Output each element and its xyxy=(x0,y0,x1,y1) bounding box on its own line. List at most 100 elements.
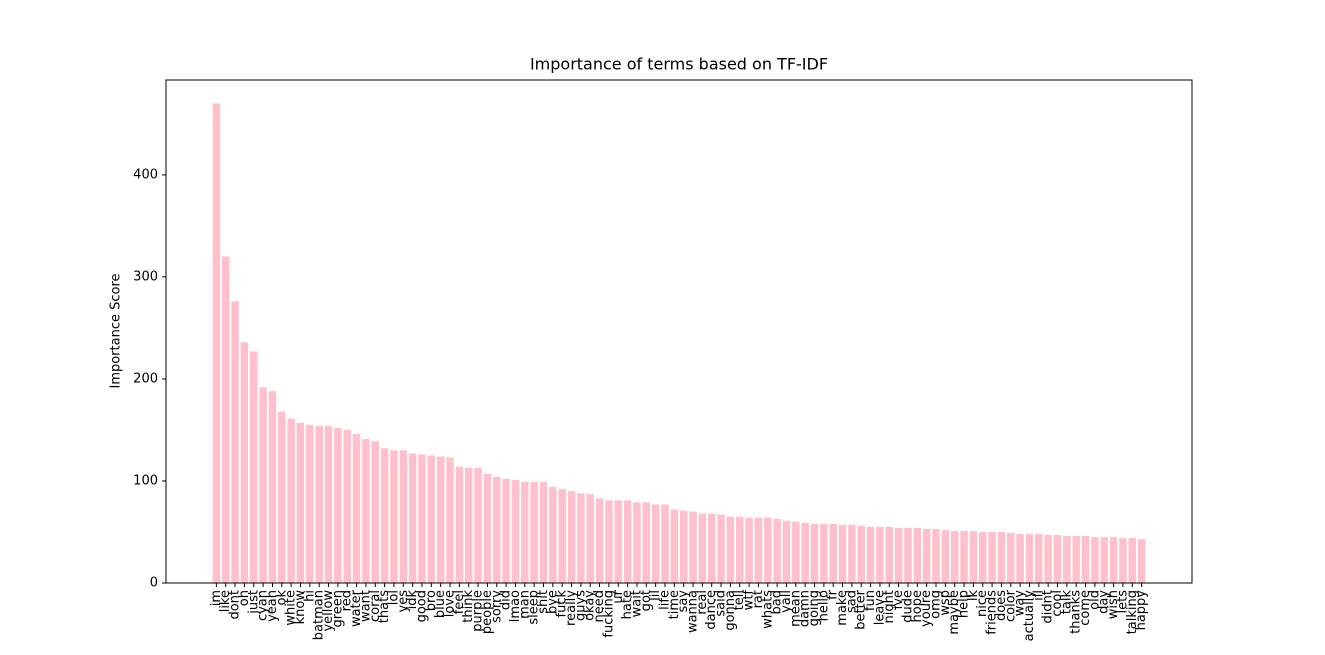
bar xyxy=(483,473,492,583)
bar xyxy=(941,529,950,583)
x-tick-label: people xyxy=(480,590,495,634)
bar xyxy=(605,500,613,583)
x-tick-label: just xyxy=(246,590,261,615)
x-tick-label: hate xyxy=(620,590,635,619)
chart-title: Importance of terms based on TF-IDF xyxy=(530,55,828,74)
x-tick-label: wanna xyxy=(686,590,701,633)
x-tick-label: ok xyxy=(274,590,289,606)
x-tick-label: wish xyxy=(1106,590,1121,619)
x-tick-label: bro xyxy=(424,590,439,611)
x-tick-label: guys xyxy=(573,590,588,621)
x-tick-label: better xyxy=(854,589,869,629)
bar xyxy=(689,511,697,583)
bar xyxy=(726,516,735,583)
x-tick-label: shit xyxy=(536,590,551,614)
x-tick-label: got xyxy=(639,590,654,611)
x-tick-label: cyan xyxy=(256,590,271,621)
x-tick-label: dude xyxy=(900,590,915,623)
bar xyxy=(829,523,837,583)
x-tick-label: oh xyxy=(237,590,252,606)
x-tick-label: youre xyxy=(919,590,934,627)
x-tick-label: cool xyxy=(1050,590,1065,617)
bar xyxy=(315,425,323,583)
x-tick-label: going xyxy=(807,590,822,626)
bar xyxy=(296,422,305,583)
bar xyxy=(586,494,594,583)
x-tick-label: im xyxy=(209,590,224,606)
x-tick-label: purple xyxy=(471,590,486,632)
x-tick-label: good xyxy=(414,590,429,622)
x-tick-label: wtf xyxy=(742,590,757,611)
bar xyxy=(1053,535,1062,583)
bar xyxy=(698,513,707,583)
bar xyxy=(502,478,510,583)
x-tick-label: coral xyxy=(368,590,383,622)
x-tick-label: lil xyxy=(648,590,663,601)
y-tick-label: 100 xyxy=(133,473,158,488)
x-tick-label: wait xyxy=(629,590,644,617)
bar xyxy=(212,103,221,584)
x-tick-label: lets xyxy=(1115,590,1130,614)
x-tick-label: ive xyxy=(891,590,906,609)
y-tick-label: 0 xyxy=(150,576,158,591)
bar xyxy=(539,481,548,583)
bar xyxy=(1081,536,1090,583)
bar xyxy=(651,504,660,583)
y-tick-label: 400 xyxy=(133,167,158,182)
bar xyxy=(549,487,557,583)
bar xyxy=(848,524,856,583)
bar xyxy=(1035,534,1043,583)
bar xyxy=(922,528,931,583)
bar xyxy=(764,517,772,583)
bar xyxy=(306,424,314,583)
bar xyxy=(287,418,295,583)
bar xyxy=(427,455,436,583)
bar xyxy=(736,516,744,583)
x-tick-label: lmao xyxy=(508,590,523,622)
x-tick-label: sleep xyxy=(527,590,542,625)
bar xyxy=(904,527,912,583)
bar xyxy=(474,467,482,583)
x-tick-label: actually xyxy=(1022,590,1037,642)
bar xyxy=(334,427,342,583)
bar xyxy=(885,526,894,583)
bar xyxy=(932,528,940,583)
x-tick-label: thats xyxy=(377,590,392,623)
x-tick-label: leave xyxy=(872,590,887,625)
bar xyxy=(530,481,538,583)
bar xyxy=(670,509,679,583)
bar xyxy=(745,517,753,583)
bar xyxy=(436,456,445,583)
x-tick-label: dont xyxy=(228,590,243,620)
plot-frame xyxy=(165,79,1193,584)
x-tick-label: damn xyxy=(798,590,813,627)
x-tick-label: batman xyxy=(312,590,327,640)
bar xyxy=(960,530,968,583)
bar xyxy=(446,457,454,583)
x-tick-label: ur xyxy=(611,589,626,603)
x-tick-label: old xyxy=(1087,590,1102,610)
bar xyxy=(754,517,763,583)
x-tick-label: yeah xyxy=(265,590,280,622)
x-tick-label: fr xyxy=(826,589,841,600)
bar xyxy=(1128,538,1137,583)
x-tick-label: gonna xyxy=(723,590,738,631)
x-tick-label: talking xyxy=(1125,590,1140,634)
x-tick-label: real xyxy=(695,590,710,615)
x-tick-label: come xyxy=(1078,590,1093,626)
x-tick-label: green xyxy=(330,590,345,628)
x-tick-label: whats xyxy=(760,590,775,629)
x-tick-label: life xyxy=(657,590,672,610)
x-tick-label: dance xyxy=(704,590,719,630)
bar xyxy=(633,502,641,583)
bar xyxy=(595,498,604,583)
x-tick-label: way xyxy=(1013,590,1028,617)
bar xyxy=(642,502,651,583)
x-tick-label: blue xyxy=(433,590,448,618)
x-tick-label: lol xyxy=(386,590,401,605)
bar xyxy=(493,476,501,583)
x-tick-label: thanks xyxy=(1069,590,1084,634)
bar xyxy=(1109,537,1118,583)
